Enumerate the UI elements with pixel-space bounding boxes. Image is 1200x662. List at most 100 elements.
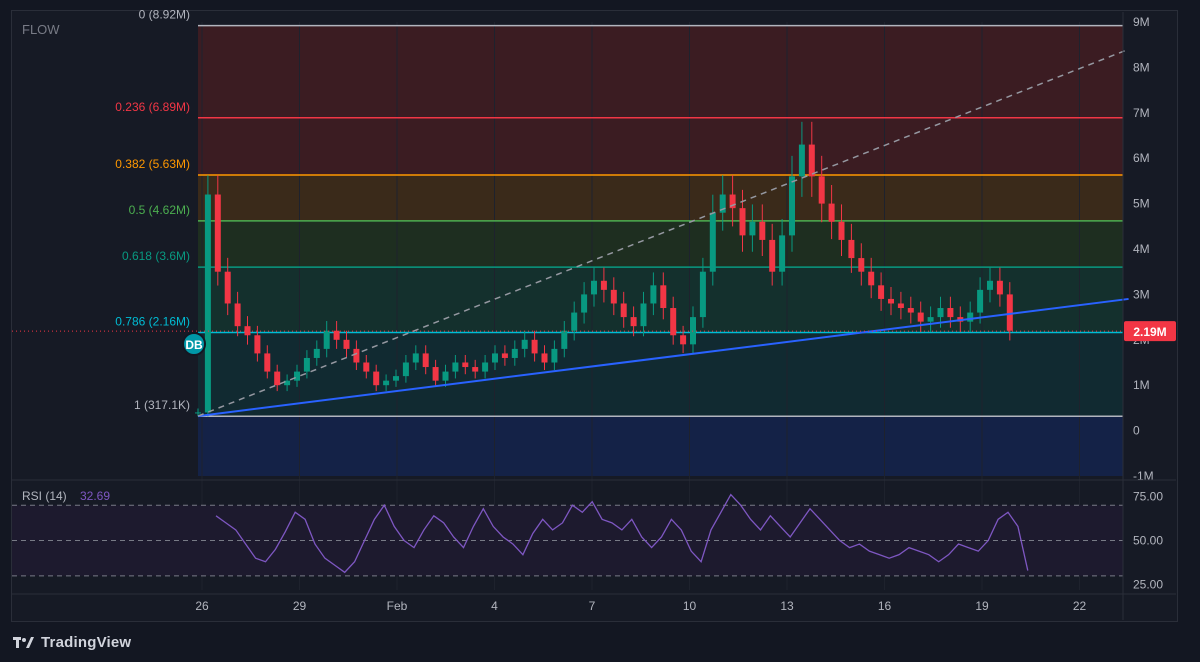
time-axis-tick: 4: [491, 599, 498, 613]
candle-body: [452, 362, 459, 372]
candle-body: [214, 194, 221, 272]
candle-body: [373, 371, 380, 386]
candle-body: [393, 376, 399, 381]
candle-body: [779, 235, 786, 272]
rsi-axis-tick: 50.00: [1133, 534, 1163, 548]
candle-body: [581, 294, 588, 313]
rsi-band-fill: [12, 505, 1123, 576]
candle-body: [650, 285, 657, 304]
candle-body: [501, 353, 508, 358]
candle-body: [264, 353, 271, 372]
time-axis-tick: 19: [975, 599, 989, 613]
candle-body: [630, 317, 637, 327]
candle-body: [303, 357, 310, 372]
candle-body: [729, 194, 736, 209]
candle-body: [561, 330, 568, 349]
price-axis-tick: 0: [1133, 424, 1140, 438]
candle-body: [640, 303, 647, 327]
candle-body: [353, 348, 360, 363]
candle-body: [917, 312, 924, 322]
candle-body: [828, 203, 835, 222]
candle-body: [818, 176, 825, 204]
candle-body: [600, 280, 607, 290]
candle-body: [937, 308, 944, 318]
time-axis-tick: 10: [683, 599, 697, 613]
fib-zone-fill: [198, 220, 1123, 268]
drawing-lines: DB: [12, 48, 1129, 418]
rsi-value: 32.69: [80, 489, 110, 503]
candle-body: [878, 285, 885, 299]
fib-level-label: 0 (8.92M): [139, 8, 190, 22]
last-price-badge: [1124, 321, 1176, 342]
trendline[interactable]: [197, 297, 1129, 418]
rsi-line: [215, 493, 1029, 574]
fib-zones: [198, 25, 1123, 476]
price-axis-tick: 9M: [1133, 15, 1150, 29]
candle-body: [759, 221, 766, 240]
candle-body: [709, 212, 716, 272]
fib-level-label: 0.382 (5.63M): [115, 157, 190, 171]
candle-body: [284, 380, 291, 386]
candle-body: [888, 298, 894, 304]
rsi-pane: 75.00 50.00 25.00: [12, 479, 1176, 592]
candle-body: [254, 335, 261, 354]
candle-body: [323, 330, 330, 349]
candle-body: [798, 144, 805, 177]
candle-body: [789, 176, 795, 236]
candle-body: [462, 362, 469, 368]
candle-body: [531, 339, 538, 354]
footer: TradingView: [13, 630, 131, 654]
db-marker-icon[interactable]: [182, 332, 206, 356]
grid: [201, 22, 1080, 590]
candle-body: [472, 367, 479, 372]
candle-body: [591, 280, 597, 295]
price-axis-tick: 4M: [1133, 242, 1150, 256]
candle-body: [521, 339, 528, 349]
price-axis-tick: 8M: [1133, 60, 1150, 74]
time-axis-tick: 26: [195, 599, 209, 613]
price-axis-tick: 3M: [1133, 287, 1150, 301]
candle-body: [858, 258, 865, 272]
candle-body: [511, 348, 518, 358]
candle-body: [383, 380, 390, 386]
candle-body: [343, 339, 350, 349]
candle-body: [610, 289, 617, 304]
price-axis-tick: -1M: [1133, 469, 1154, 483]
candle-body: [967, 312, 974, 322]
candle-body: [719, 194, 726, 213]
price-axis-tick: 5M: [1133, 197, 1150, 211]
fib-level-label: 1 (317.1K): [134, 398, 190, 412]
fib-zone-fill: [198, 174, 1123, 221]
candle-body: [224, 271, 231, 304]
last-price-label: 2.19M: [1133, 325, 1166, 339]
price-axis-tick: 6M: [1133, 151, 1150, 165]
fib-level-label: 0.786 (2.16M): [115, 315, 190, 329]
fib-level-label: 0.5 (4.62M): [129, 203, 190, 217]
candle-body: [244, 326, 251, 336]
candle-body: [442, 371, 449, 381]
candles: [195, 121, 1013, 417]
candle-body: [739, 208, 746, 236]
candle-body: [769, 239, 776, 272]
dashed-projection-line[interactable]: [197, 48, 1129, 417]
candle-body: [402, 362, 409, 377]
rsi-axis-tick: 25.00: [1133, 578, 1163, 592]
brand-name: TradingView: [41, 633, 132, 651]
db-marker-label: DB: [185, 338, 203, 352]
candle-body: [620, 303, 627, 318]
time-axis-tick: 7: [589, 599, 596, 613]
candle-body: [571, 312, 578, 331]
candle-body: [313, 348, 320, 358]
candle-body: [868, 271, 875, 286]
candle-body: [482, 362, 489, 372]
price-axis-tick: 1M: [1133, 378, 1150, 392]
candle-body: [551, 348, 558, 363]
time-axis: 26 29 Feb 4 7 10 13 16 19 22: [12, 12, 1176, 620]
candle-body: [204, 194, 211, 413]
candle-body: [996, 280, 1003, 295]
time-axis-tick: 29: [293, 599, 307, 613]
fib-zone-fill: [198, 332, 1123, 417]
symbol-label: FLOW: [22, 22, 60, 37]
